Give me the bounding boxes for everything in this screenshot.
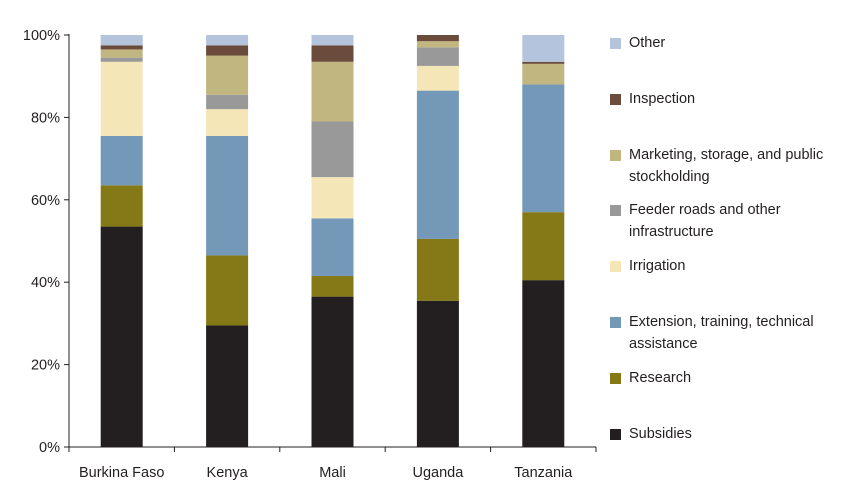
bars-group [100,35,565,447]
bar-segment [522,280,565,447]
bar-segment [206,45,249,56]
legend-item-inspection: Inspection [610,91,695,110]
legend-label: Inspection [629,91,696,107]
x-tick-label: Burkina Faso [79,465,164,481]
y-tick-label: 100% [23,28,60,44]
bar-segment [311,276,354,297]
bar-segment [522,61,565,64]
bar-segment [100,185,143,227]
bar-segment [311,61,354,122]
bar-segment [100,226,143,447]
x-tick-label: Kenya [207,465,249,481]
legend-label: Feeder roads and other infrastructure [629,202,781,240]
bar-segment [311,45,354,62]
stacked-bar-chart: 0% 20% 40% 60% 80% 100% Burkina Faso Kenya Mali… [23,28,597,481]
bar-segment [206,94,249,110]
legend-label: Research [629,370,692,386]
legend-swatch [610,261,621,272]
bar-segment [522,63,565,85]
y-tick-label: 40% [31,275,60,291]
bar-segment [206,325,249,447]
x-tick-labels: Burkina Faso Kenya Mali Uganda Tanzania [79,465,573,481]
bar-segment [311,218,354,277]
bar-segment [100,45,143,50]
axes-group [64,34,597,452]
bar-segment [416,41,459,48]
bar-segment [522,35,565,62]
bar-segment [100,57,143,62]
legend-item-marketing: Marketing, storage, and public stockhold… [610,147,849,188]
legend-swatch [610,94,621,105]
x-tick-label: Uganda [413,465,465,481]
y-tick-labels: 0% 20% 40% 60% 80% 100% [23,28,60,456]
x-tick-label: Mali [319,465,346,481]
legend-item-research: Research [610,370,691,389]
legend-item-other: Other [610,35,665,54]
legend-swatch [610,317,621,328]
bar-segment [206,35,249,46]
bar-segment [206,135,249,256]
legend-label: Other [629,35,666,51]
bar-segment [206,255,249,326]
y-tick-label: 20% [31,358,60,374]
bar-segment [100,61,143,136]
bar-segment [416,90,459,239]
legend-label: Extension, training, technical assistanc… [629,314,814,352]
legend-item-feeder-roads: Feeder roads and other infrastructure [610,202,819,243]
bar-segment [416,65,459,91]
bar-segment [416,47,459,66]
legend-item-subsidies: Subsidies [610,426,692,445]
legend-label: Marketing, storage, and public stockhold… [629,147,824,185]
legend-swatch [610,38,621,49]
legend-label: Subsidies [629,426,692,442]
legend-item-extension: Extension, training, technical assistanc… [610,314,839,355]
x-tick-label: Tanzania [514,465,573,481]
bar-segment [100,35,143,46]
y-tick-label: 80% [31,110,60,126]
y-tick-label: 60% [31,193,60,209]
legend-label: Irrigation [629,258,686,274]
bar-segment [100,135,143,186]
bar-segment [100,49,143,58]
legend-swatch [610,205,621,216]
legend-swatch [610,429,621,440]
bar-segment [416,300,459,447]
bar-segment [416,238,459,301]
legend-item-irrigation: Irrigation [610,258,685,277]
bar-segment [311,121,354,178]
bar-segment [311,35,354,46]
bar-segment [206,109,249,136]
y-tick-label: 0% [39,440,60,456]
bar-segment [206,55,249,95]
legend: Other Inspection Marketing, storage, and… [610,0,850,497]
bar-segment [311,296,354,447]
bar-segment [522,212,565,281]
legend-swatch [610,150,621,161]
bar-segment [416,35,459,42]
legend-swatch [610,373,621,384]
bar-segment [522,84,565,213]
bar-segment [311,177,354,219]
